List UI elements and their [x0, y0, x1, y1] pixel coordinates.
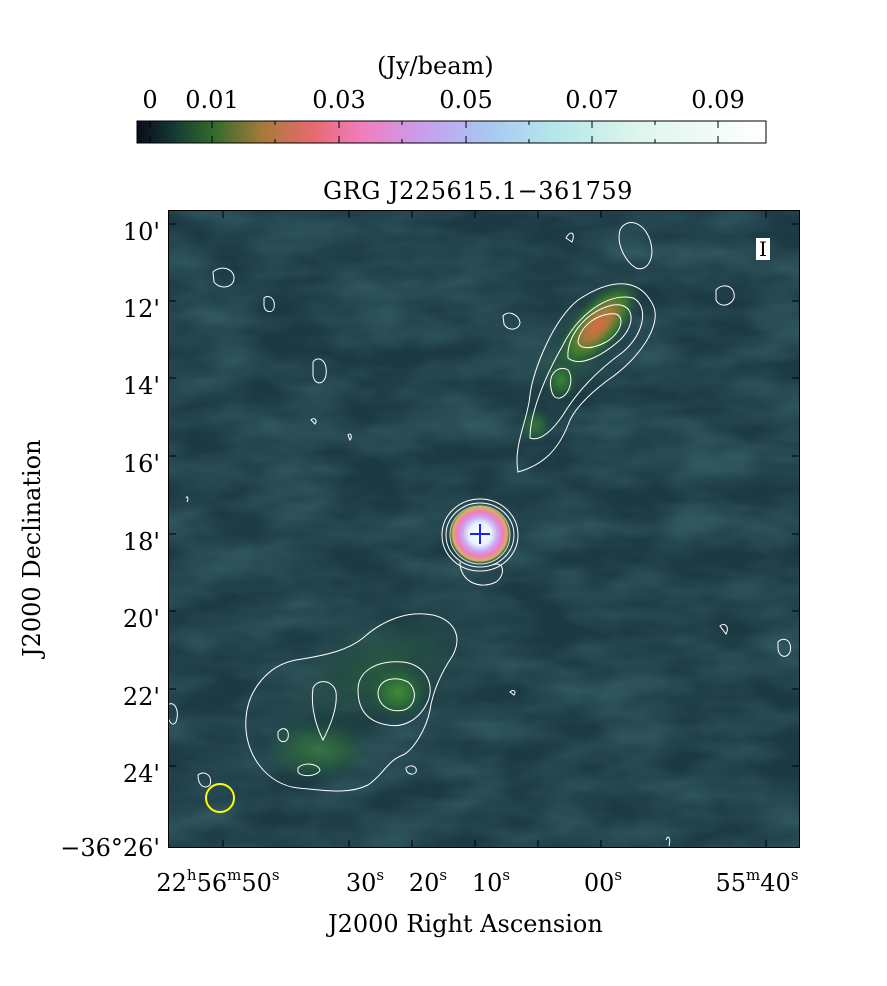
beam-ellipse: [205, 783, 235, 813]
y-tick-label: 12': [122, 295, 160, 323]
colorbar-tick: 0.05: [439, 86, 493, 114]
north-lobe: [553, 277, 643, 373]
host-galaxy-marker: [470, 524, 490, 544]
south-lobe: [364, 662, 432, 722]
y-tick-label: 10': [122, 218, 160, 246]
x-tick-label: 55m40s: [715, 866, 799, 897]
x-tick-label: 20s: [408, 866, 448, 897]
y-tick-label: 14': [122, 372, 160, 400]
colorbar-tick: 0.03: [312, 86, 366, 114]
y-tick-label: 20': [122, 605, 160, 633]
image-title: GRG J225615.1−361759: [323, 177, 633, 205]
x-tick-label: 00s: [583, 866, 623, 897]
colorbar-tick: 0: [142, 86, 158, 114]
x-tick-label: 30s: [345, 866, 385, 897]
y-axis-label: J2000 Declination: [18, 439, 46, 657]
stokes-label: I: [756, 238, 770, 260]
x-tick-label: 22h56m50s: [156, 866, 280, 897]
x-tick-label: 10s: [471, 866, 511, 897]
colorbar: [136, 120, 767, 144]
colorbar-tick: 0.07: [565, 86, 619, 114]
radio-image: [168, 210, 800, 848]
x-axis-label: J2000 Right Ascension: [328, 910, 603, 938]
colorbar-tick: 0.09: [691, 86, 745, 114]
colorbar-unit-label: (Jy/beam): [377, 52, 494, 80]
y-tick-label: −36°26': [60, 834, 160, 862]
y-tick-label: 22': [122, 683, 160, 711]
y-tick-label: 16': [122, 450, 160, 478]
y-tick-label: 24': [122, 760, 160, 788]
colorbar-tick: 0.01: [185, 86, 239, 114]
y-tick-label: 18': [122, 528, 160, 556]
